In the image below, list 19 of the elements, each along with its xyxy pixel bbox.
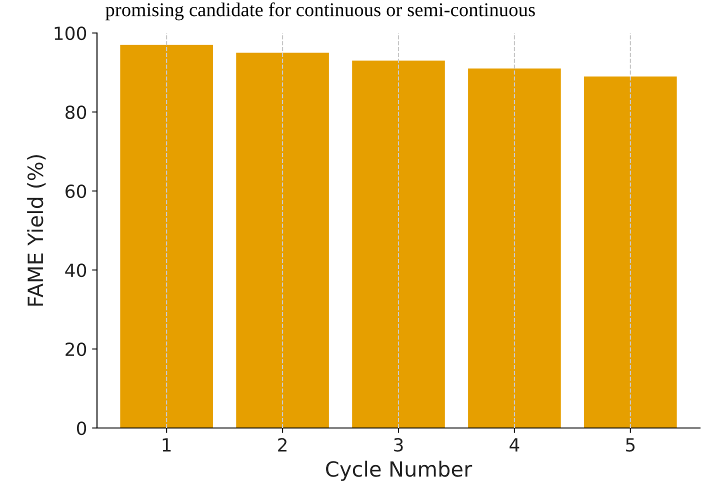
bar <box>120 44 213 428</box>
bar <box>236 52 329 428</box>
y-tick-label: 100 <box>54 26 86 40</box>
y-tick-label: 0 <box>76 421 86 436</box>
bar <box>468 68 561 428</box>
y-tick-label: 80 <box>66 105 86 120</box>
x-tick-label: 2 <box>278 438 286 452</box>
x-tick-label: 4 <box>510 438 520 452</box>
x-axis-title: Cycle Number <box>326 460 472 481</box>
y-tick-label: 60 <box>66 184 86 198</box>
bar <box>584 76 677 428</box>
text: promising candidate for continuous or semi-continuous <box>106 2 535 20</box>
x-tick-label: 1 <box>162 438 171 452</box>
bar <box>352 60 445 428</box>
x-tick-label: 5 <box>626 438 635 452</box>
y-tick-label: 20 <box>66 342 86 356</box>
x-tick-label: 3 <box>394 438 403 452</box>
y-axis-title: FAME Yield (%) <box>27 155 46 306</box>
y-tick-label: 40 <box>65 263 86 278</box>
